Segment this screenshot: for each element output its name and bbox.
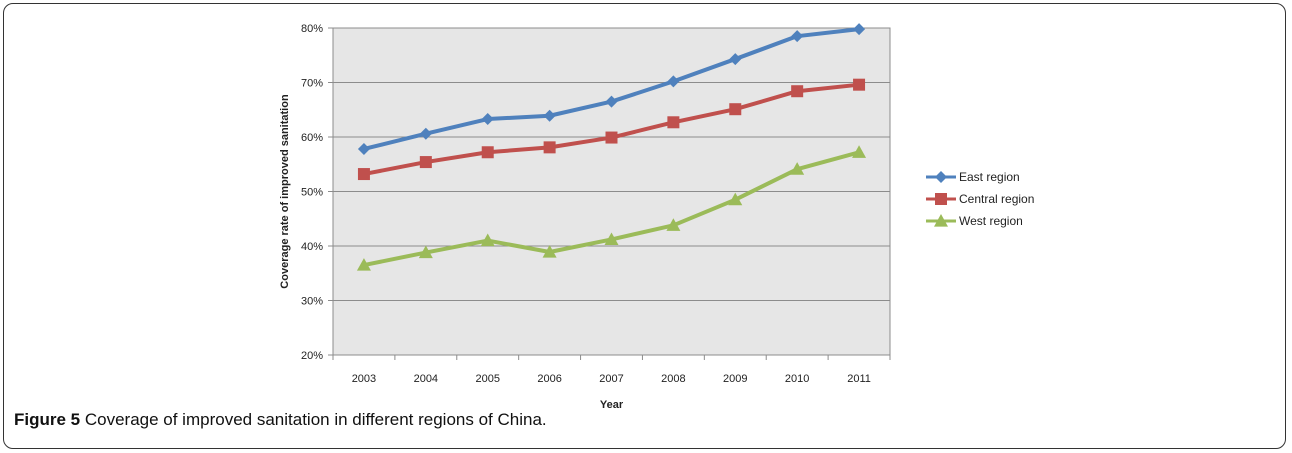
series-east-region: [357, 23, 866, 155]
point-central-region-2010: [791, 85, 804, 98]
legend-item-central-region: Central region: [926, 192, 1034, 206]
x-tick-label-2005: 2005: [475, 373, 499, 385]
point-east-region-2008: [667, 75, 680, 88]
point-west-region-2006: [542, 244, 557, 258]
legend-label-central-region: Central region: [959, 192, 1034, 206]
y-tick-label-80: 80%: [301, 23, 323, 35]
point-east-region-2006: [543, 109, 556, 122]
point-west-region-2009: [728, 192, 743, 206]
point-west-region-2005: [480, 233, 495, 247]
point-east-region-2004: [419, 127, 432, 140]
point-central-region-2006: [543, 141, 556, 154]
legend-item-west-region: West region: [926, 214, 1023, 228]
point-west-region-2011: [852, 145, 867, 158]
point-central-region-2005: [481, 146, 494, 159]
legend: East region Central region West region: [926, 170, 1034, 228]
legend-marker-east-region: [935, 171, 947, 183]
legend-marker-west-region: [934, 214, 948, 227]
point-east-region-2003: [357, 142, 370, 155]
point-west-region-2010: [790, 162, 805, 175]
x-axis-ticks: 2003 2004 2005 2006 2007 2008 2009 2010 2011: [332, 355, 891, 385]
figure-frame: [3, 3, 1286, 449]
x-tick-label-2009: 2009: [723, 373, 747, 385]
point-central-region-2007: [605, 131, 618, 144]
y-axis-ticks: 20% 30% 40% 50% 60% 70% 80%: [301, 23, 333, 362]
y-tick-label-70: 70%: [301, 78, 323, 90]
point-east-region-2005: [481, 113, 494, 126]
point-east-region-2010: [791, 30, 804, 43]
y-axis-title: Coverage rate of improved sanitation: [279, 94, 291, 289]
x-tick-label-2007: 2007: [599, 373, 623, 385]
legend-item-east-region: East region: [926, 170, 1020, 184]
x-tick-label-2006: 2006: [537, 373, 561, 385]
figure-label: Figure 5: [14, 410, 81, 429]
y-tick-label-40: 40%: [301, 241, 323, 253]
point-west-region-2004: [418, 245, 433, 259]
point-east-region-2009: [729, 53, 742, 66]
point-central-region-2004: [419, 156, 432, 169]
legend-label-west-region: West region: [959, 214, 1023, 228]
point-west-region-2008: [666, 218, 681, 231]
y-tick-label-50: 50%: [301, 187, 323, 199]
point-central-region-2009: [729, 103, 742, 116]
x-tick-label-2010: 2010: [785, 373, 809, 385]
legend-label-east-region: East region: [959, 170, 1020, 184]
y-tick-label-60: 60%: [301, 132, 323, 144]
point-central-region-2003: [357, 168, 370, 181]
point-central-region-2011: [853, 78, 866, 91]
x-tick-label-2004: 2004: [414, 373, 438, 385]
x-axis-title: Year: [600, 399, 624, 411]
x-tick-label-2011: 2011: [847, 373, 871, 385]
series-group: [356, 23, 867, 271]
series-west-region: [356, 145, 867, 271]
y-tick-label-20: 20%: [301, 350, 323, 362]
series-central-region: [357, 78, 866, 181]
caption-text: Coverage of improved sanitation in diffe…: [80, 410, 547, 429]
x-tick-label-2008: 2008: [661, 373, 685, 385]
point-west-region-2003: [356, 258, 371, 271]
point-east-region-2011: [853, 23, 866, 36]
x-tick-label-2003: 2003: [352, 373, 376, 385]
figure-caption: Figure 5 Coverage of improved sanitation…: [14, 410, 547, 430]
point-west-region-2007: [604, 232, 619, 246]
legend-marker-central-region: [935, 193, 947, 205]
point-east-region-2007: [605, 95, 618, 108]
y-tick-label-30: 30%: [301, 296, 323, 308]
point-central-region-2008: [667, 116, 680, 129]
